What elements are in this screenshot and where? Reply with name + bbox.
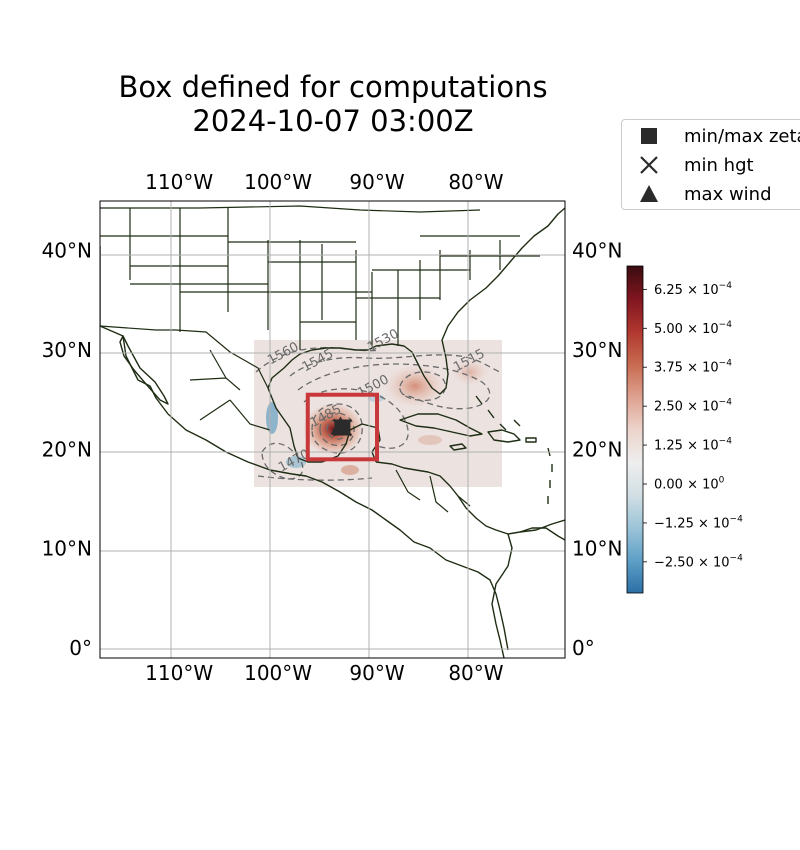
height-contour-south <box>257 475 373 481</box>
storm-markers <box>330 416 353 437</box>
colorbar-tick-label: −2.50 × 10−4 <box>654 553 743 570</box>
legend: min/max zeta min hgt max wind <box>621 119 800 210</box>
lon-tick-label-bottom: 80°W <box>448 661 503 685</box>
lon-tick-label-top: 80°W <box>448 170 503 194</box>
colorbar: −2.50 × 10−4 −1.25 × 10−4 0.00 × 100 1.25 ×… <box>626 265 743 594</box>
lon-tick-label-bottom: 100°W <box>244 661 312 685</box>
lat-tick-label-right: 10°N <box>572 537 622 561</box>
lon-tick-label-top: 90°W <box>349 170 404 194</box>
lat-tick-label-left: 20°N <box>42 437 92 461</box>
legend-label-wind: max wind <box>684 183 772 205</box>
legend-label-hgt: min hgt <box>684 154 754 176</box>
map-gridlines <box>100 201 565 658</box>
border-states-vertical <box>129 208 501 350</box>
height-contour-1515 <box>399 371 447 402</box>
lat-tick-label-right: 40°N <box>572 239 622 263</box>
height-contour-1530 <box>297 363 491 410</box>
vorticity-positive-yucatan <box>341 465 359 475</box>
vorticity-storm-core <box>303 403 363 455</box>
colorbar-scale <box>626 265 644 594</box>
lon-tick-label-top: 110°W <box>145 170 213 194</box>
height-contour-1500 <box>303 388 409 449</box>
height-contour-inner-1 <box>311 403 363 454</box>
border-mexico-states <box>189 349 271 431</box>
colorbar-tick-label: 0.00 × 100 <box>654 476 725 493</box>
vorticity-positive-caribbean <box>418 435 442 445</box>
coastline-central-america <box>375 461 565 541</box>
colorbar-tick-label: 6.25 × 10−4 <box>654 281 732 298</box>
colorbar-tick-label: −1.25 × 10−4 <box>654 514 743 531</box>
computation-box <box>305 392 380 462</box>
lat-tick-label-left: 10°N <box>42 537 92 561</box>
border-states-horizontal <box>100 235 540 323</box>
chart-title-line-2: 2024-10-07 03:00Z <box>192 104 473 138</box>
x-marker-icon <box>640 156 658 174</box>
coastline-bahamas <box>475 395 521 431</box>
coastline-puerto-rico <box>525 437 537 443</box>
lat-tick-label-right: 30°N <box>572 338 622 362</box>
colorbar-tick-label: 2.50 × 10−4 <box>654 398 732 415</box>
height-contour-1545 <box>289 354 501 377</box>
coastline-gulf-of-mexico <box>267 387 381 463</box>
lon-tick-label-bottom: 90°W <box>349 661 404 685</box>
lon-tick-label-top: 100°W <box>244 170 312 194</box>
border-us-canada <box>100 205 481 213</box>
lat-tick-label-left: 0° <box>69 636 92 660</box>
lon-labels-top: 110°W 100°W 90°W 80°W <box>145 170 504 194</box>
border-us-mexico <box>100 325 269 389</box>
colorbar-tick-label: 3.75 × 10−4 <box>654 359 732 376</box>
coastline-baja-california <box>119 335 169 405</box>
colorbar-tick-label: 5.00 × 10−4 <box>654 320 732 337</box>
coastline-hispaniola <box>487 429 521 443</box>
coastline-texas-louisiana <box>267 345 377 389</box>
political-borders <box>100 205 540 513</box>
map-frame <box>99 200 566 659</box>
legend-label-zeta: min/max zeta <box>684 125 800 147</box>
vorticity-warm-blob-east <box>383 364 447 408</box>
vorticity-negative-west <box>266 402 278 434</box>
height-contour-inner-2 <box>319 412 355 447</box>
triangle-marker-icon <box>640 185 658 202</box>
lat-tick-label-right: 0° <box>572 636 595 660</box>
coastline-pacific-mexico <box>167 413 509 651</box>
colorbar-ticks: −2.50 × 10−4 −1.25 × 10−4 0.00 × 100 1.25 ×… <box>643 281 743 570</box>
lon-labels-bottom: 110°W 100°W 90°W 80°W <box>145 661 504 685</box>
coastline-cuba <box>399 413 483 437</box>
max-wind-triangle-marker <box>330 416 352 435</box>
coastline-florida <box>375 207 565 395</box>
lat-tick-label-left: 40°N <box>42 239 92 263</box>
lat-labels-left: 0° 10°N 20°N 30°N 40°N <box>42 239 92 660</box>
coastlines <box>100 207 565 658</box>
lon-tick-label-bottom: 110°W <box>145 661 213 685</box>
lat-tick-label-right: 20°N <box>572 437 622 461</box>
colorbar-tick-label: 1.25 × 10−4 <box>654 437 732 454</box>
vorticity-warm-blob-northeast <box>450 358 490 386</box>
lat-tick-label-left: 30°N <box>42 338 92 362</box>
square-marker-icon <box>641 128 657 144</box>
chart-title-line-1: Box defined for computations <box>118 70 547 104</box>
coastline-jamaica <box>449 443 467 451</box>
lat-labels-right: 0° 10°N 20°N 30°N 40°N <box>572 239 622 660</box>
